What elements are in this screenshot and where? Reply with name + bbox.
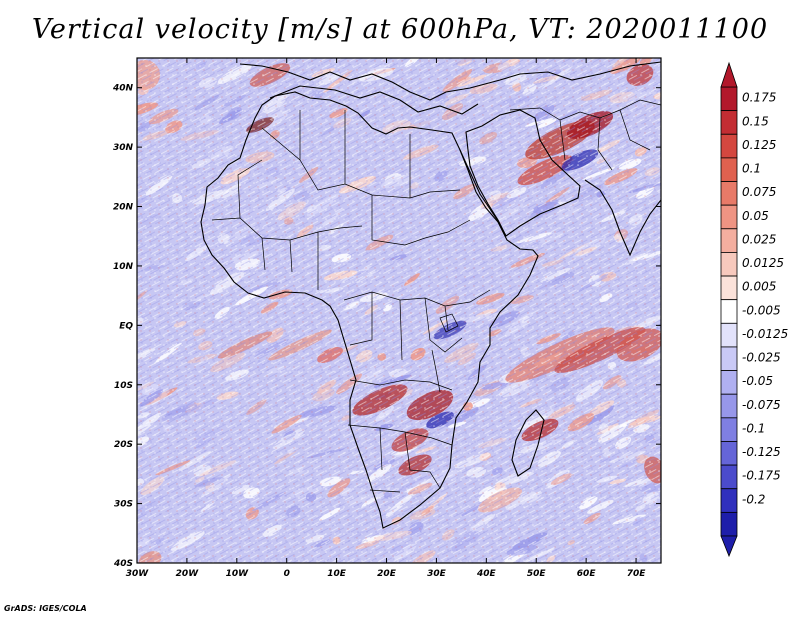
colorbar-segment xyxy=(720,204,738,230)
lon-label: 70E xyxy=(627,569,647,579)
colorbar-segment xyxy=(720,393,738,419)
country-borders xyxy=(211,99,661,493)
border-lines-central xyxy=(343,289,491,361)
border-lines-north xyxy=(261,110,471,246)
colorbar-segment xyxy=(720,157,738,182)
colorbar-segment xyxy=(720,86,738,112)
border-lines-west xyxy=(211,159,363,290)
colorbar-segment xyxy=(720,346,738,371)
colorbar-label: 0.125 xyxy=(742,138,776,152)
colorbar-label: 0.025 xyxy=(742,232,776,246)
lon-label: 60E xyxy=(577,569,597,579)
colorbar-segment xyxy=(720,133,738,159)
map-frame xyxy=(136,57,662,564)
africa-coastline xyxy=(200,91,539,529)
lat-label: 10S xyxy=(114,381,133,391)
lake-victoria xyxy=(439,313,459,333)
colorbar-label: 0.05 xyxy=(742,209,769,223)
lon-label: 10E xyxy=(327,569,347,579)
colorbar-segment xyxy=(720,417,738,442)
grads-credit: GrADS: IGES/COLA xyxy=(4,604,87,613)
colorbar-segment xyxy=(720,488,738,513)
lon-label: 20W xyxy=(176,569,200,579)
lon-label: 40E xyxy=(476,569,497,579)
lon-label: 0 xyxy=(284,569,290,579)
colorbar-label: -0.025 xyxy=(742,351,781,365)
india-coastline xyxy=(584,179,661,257)
colorbar-label: 0.0125 xyxy=(742,256,784,270)
colorbar-segment xyxy=(720,441,738,466)
lake-tanganyika xyxy=(431,349,441,393)
colorbar-label: 0.005 xyxy=(742,280,776,294)
lat-label: 20N xyxy=(113,203,134,213)
colorbar-label: 0.15 xyxy=(742,114,769,128)
border-lines-asia xyxy=(509,99,661,171)
colorbar-label: -0.175 xyxy=(742,469,781,483)
colorbar-segment xyxy=(720,464,738,490)
lon-label: 30E xyxy=(427,569,447,579)
colorbar-label: 0.075 xyxy=(742,185,776,199)
lon-label: 10W xyxy=(226,569,250,579)
lat-label: 30N xyxy=(113,143,134,153)
colorbar-segment xyxy=(720,275,738,301)
speckle-texture xyxy=(137,58,661,563)
colorbar-segment xyxy=(720,252,738,277)
colorbar-label: 0.175 xyxy=(742,91,776,105)
lon-label: 20E xyxy=(377,569,397,579)
colorbar-segment xyxy=(720,228,738,253)
madagascar-coastline xyxy=(511,409,545,477)
lon-label: 50E xyxy=(527,569,547,579)
colorbar-segment xyxy=(720,511,738,537)
lat-label: 40S xyxy=(113,559,133,569)
colorbar-label: -0.005 xyxy=(742,303,781,317)
lat-label: EQ xyxy=(119,321,133,331)
colorbar: 0.175 0.15 0.125 0.1 0.075 0.05 0.025 0.0125 0.0… xyxy=(720,61,788,558)
coastlines xyxy=(200,61,661,529)
colorbar-label: -0.075 xyxy=(742,398,781,412)
colorbar-segment xyxy=(720,110,738,135)
colorbar-top-arrow xyxy=(720,61,738,88)
lat-label: 30S xyxy=(114,500,133,510)
mediterranean-north-coast xyxy=(269,85,479,115)
colorbar-segment xyxy=(720,181,738,206)
lat-label: 40N xyxy=(112,84,134,94)
colorbar-segment xyxy=(720,299,738,324)
colorbar-segment xyxy=(720,322,738,348)
lat-label: 20S xyxy=(114,440,133,450)
colorbar-bottom-arrow xyxy=(720,535,738,558)
colorbar-label: -0.1 xyxy=(742,421,765,435)
red-sea-west-coast xyxy=(459,149,507,237)
lat-label: 10N xyxy=(113,262,134,272)
map-title: Vertical velocity [m/s] at 600hPa, VT: 2… xyxy=(31,14,769,45)
arabia-coastline xyxy=(465,109,581,237)
colorbar-label: -0.05 xyxy=(742,374,773,388)
colorbar-label: 0.1 xyxy=(742,162,761,176)
colorbar-segment xyxy=(720,370,738,395)
colorbar-label: -0.0125 xyxy=(742,327,788,341)
border-lines-south xyxy=(347,379,453,493)
colorbar-label: -0.2 xyxy=(742,492,765,506)
lon-label: 30W xyxy=(126,569,150,579)
europe-coastline xyxy=(239,61,661,101)
colorbar-label: -0.125 xyxy=(742,445,781,459)
axis-ticks xyxy=(136,58,661,564)
map-plot-area xyxy=(137,58,661,563)
